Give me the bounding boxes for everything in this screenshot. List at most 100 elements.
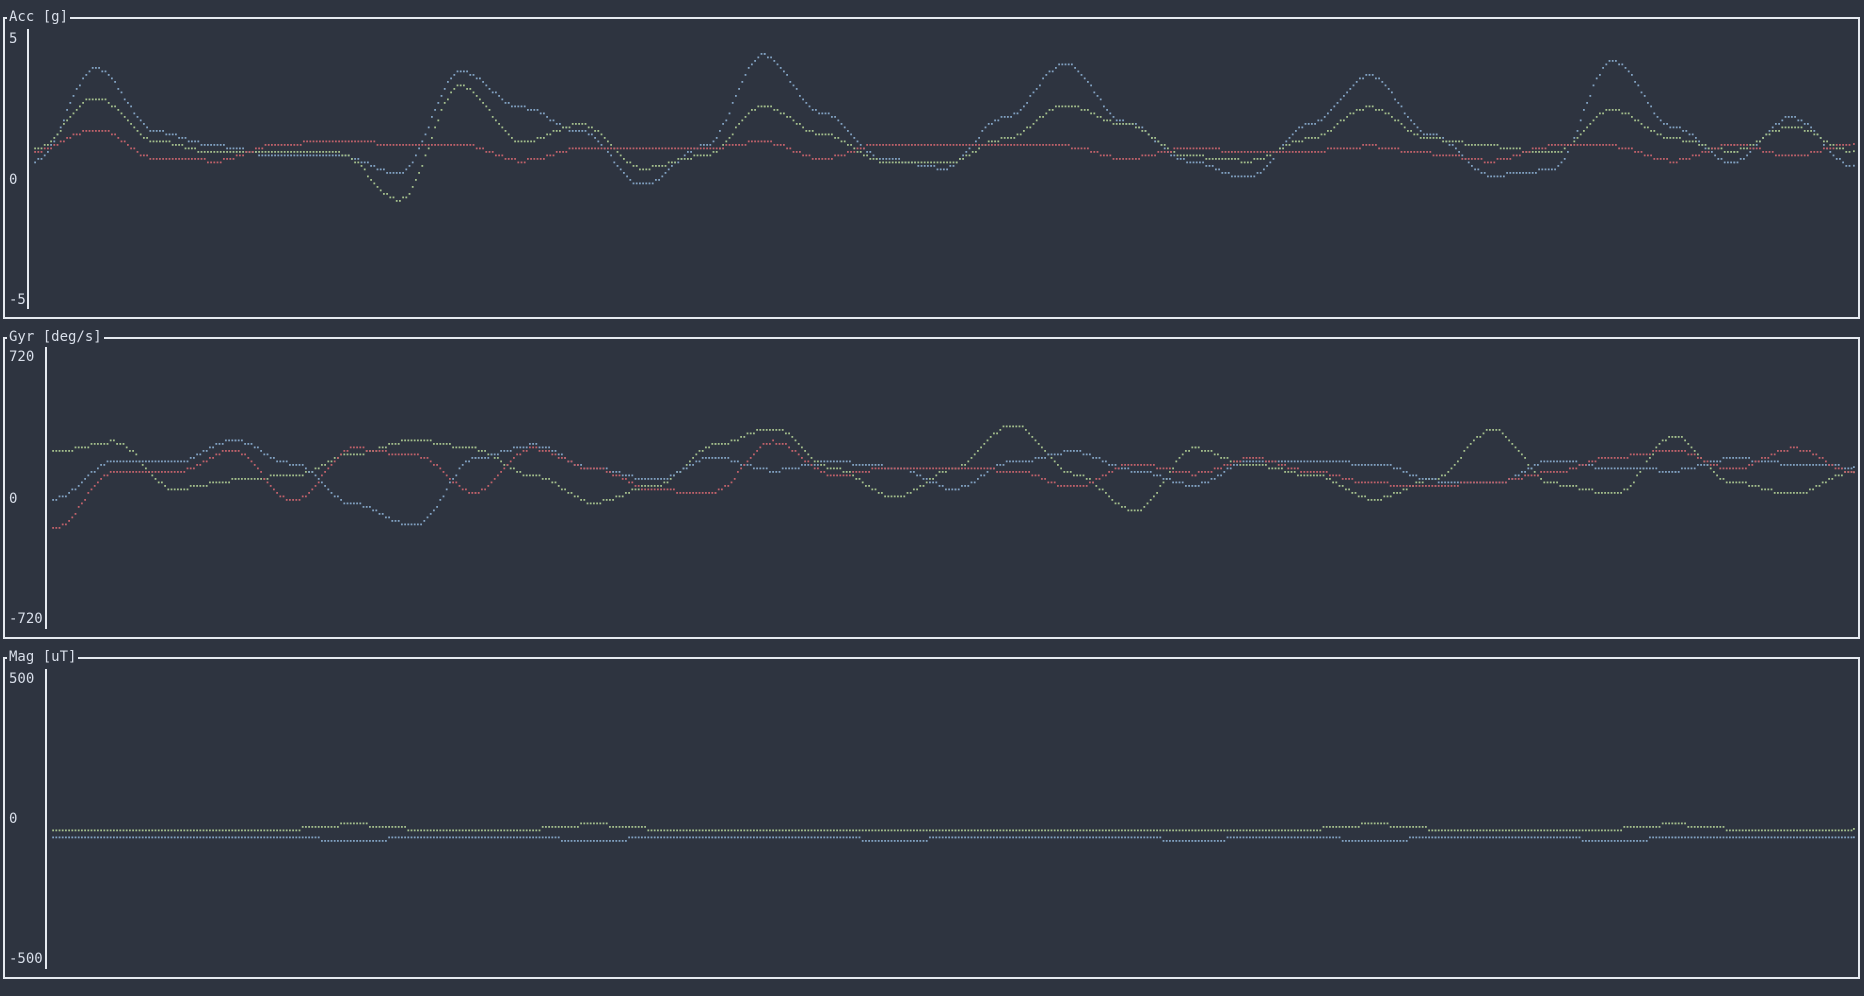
- acc-series-1-dot: [805, 130, 808, 132]
- gyr-series-2-dot: [1466, 481, 1469, 484]
- mag-series-0-dot: [145, 829, 147, 832]
- acc-series-0-dot: [1003, 116, 1006, 118]
- acc-series-1-dot: [267, 151, 270, 153]
- acc-series-1-dot: [1765, 133, 1768, 136]
- mag-series-0-dot: [1117, 829, 1120, 832]
- gyr-series-0-dot: [1226, 457, 1229, 459]
- mag-series-0-dot: [65, 829, 67, 832]
- mag-series-1-dot: [679, 836, 682, 839]
- gyr-series-1-dot: [980, 474, 982, 477]
- mag-series-1-dot: [1140, 836, 1142, 839]
- mag-series-1-dot: [458, 836, 461, 839]
- gyr-series-1-dot: [605, 467, 608, 470]
- acc-series-2-dot: [386, 144, 388, 146]
- gyr-series-0-dot: [103, 443, 106, 445]
- gyr-series-0-dot: [1082, 474, 1085, 477]
- gyr-series-1-dot: [1133, 471, 1136, 473]
- gyr-series-1-dot: [1437, 481, 1440, 484]
- gyr-series-1-dot: [1418, 478, 1421, 480]
- mag-series-0-dot: [1021, 829, 1024, 832]
- mag-series-1-dot: [356, 840, 358, 842]
- gyr-series-1-dot: [1837, 464, 1840, 466]
- mag-series-0-dot: [1748, 829, 1750, 832]
- gyr-series-0-dot: [708, 446, 710, 449]
- acc-series-1-dot: [1157, 140, 1160, 143]
- gyr-series-2-dot: [973, 467, 976, 470]
- gyr-series-2-dot: [1249, 457, 1251, 459]
- gyr-series-2-dot: [1332, 474, 1334, 477]
- mag-series-0-dot: [365, 822, 368, 825]
- gyr-series-2-dot: [842, 474, 845, 477]
- mag-series-1-dot: [618, 840, 621, 842]
- acc-series-0-dot: [1115, 119, 1118, 122]
- mag-series-1-dot: [1476, 836, 1478, 839]
- acc-series-2-dot: [1429, 151, 1432, 153]
- acc-series-2-dot: [1720, 144, 1723, 146]
- gyr-series-2-dot: [1597, 457, 1600, 459]
- mag-series-1-dot: [1805, 836, 1808, 839]
- mag-series-1-dot: [1114, 836, 1117, 839]
- mag-series-1-dot: [1501, 836, 1504, 839]
- mag-series-0-dot: [282, 829, 285, 832]
- mag-series-1-dot: [993, 836, 995, 839]
- acc-series-1-dot: [1195, 154, 1198, 157]
- acc-series-0-dot: [1666, 123, 1668, 125]
- acc-series-2-dot: [357, 140, 360, 143]
- gyr-series-2-dot: [1722, 467, 1725, 470]
- acc-series-2-dot: [1592, 144, 1595, 146]
- mag-series-0-dot: [1489, 829, 1491, 832]
- acc-series-0-dot: [1589, 95, 1592, 97]
- mag-series-0-dot: [109, 829, 112, 832]
- acc-series-1-dot: [98, 98, 100, 101]
- gyr-series-1-dot: [1677, 471, 1680, 473]
- gyr-series-1-dot: [1137, 471, 1139, 473]
- acc-series-1-dot: [1269, 154, 1272, 157]
- acc-series-0-dot: [1685, 130, 1688, 132]
- gyr-series-1-dot: [1047, 453, 1050, 456]
- mag-series-0-dot: [1799, 829, 1802, 832]
- gyr-series-0-dot: [1037, 443, 1040, 445]
- acc-series-0-dot: [1419, 130, 1422, 132]
- gyr-series-0-dot: [503, 464, 506, 466]
- acc-series-2-dot: [1218, 147, 1220, 150]
- gyr-series-2-dot: [1668, 450, 1670, 452]
- gyr-series-1-dot: [1012, 460, 1014, 463]
- gyr-series-0-dot: [1626, 488, 1629, 491]
- gyr-series-2-dot: [349, 446, 352, 449]
- gyr-series-2-dot: [849, 474, 851, 477]
- acc-series-2-dot: [1019, 144, 1022, 146]
- acc-series-2-dot: [1557, 144, 1560, 146]
- gyr-series-2-dot: [938, 467, 941, 470]
- gyr-series-2-dot: [170, 471, 173, 473]
- gyr-series-0-dot: [362, 453, 365, 456]
- gyr-series-2-dot: [109, 471, 112, 473]
- acc-series-2-dot: [837, 154, 840, 157]
- acc-series-1-dot: [1621, 112, 1624, 115]
- mag-series-1-dot: [775, 836, 778, 839]
- mag-series-0-dot: [1505, 829, 1507, 832]
- gyr-series-0-dot: [1133, 509, 1136, 512]
- mag-series-0-dot: [1754, 829, 1757, 832]
- gyr-series-2-dot: [359, 446, 362, 449]
- gyr-series-0-dot: [1111, 499, 1114, 501]
- mag-series-0-dot: [1418, 826, 1421, 828]
- gyr-series-2-dot: [884, 467, 886, 470]
- mag-series-1-dot: [913, 840, 915, 842]
- mag-series-0-dot: [129, 829, 131, 832]
- mag-series-1-dot: [394, 836, 397, 839]
- gyr-series-1-dot: [161, 460, 163, 463]
- gyr-series-1-dot: [321, 481, 323, 484]
- acc-series-0-dot: [1416, 126, 1419, 129]
- mag-series-0-dot: [1281, 829, 1283, 832]
- mag-series-1-dot: [1709, 836, 1712, 839]
- acc-series-0-dot: [181, 137, 184, 139]
- acc-series-2-dot: [338, 140, 340, 143]
- gyr-series-2-dot: [922, 467, 925, 470]
- gyr-series-2-dot: [61, 523, 64, 526]
- mag-series-1-dot: [1633, 840, 1635, 842]
- acc-series-2-dot: [1378, 147, 1380, 150]
- acc-series-1-dot: [1656, 133, 1659, 136]
- gyr-series-0-dot: [756, 429, 758, 431]
- gyr-series-1-dot: [388, 516, 390, 519]
- gyr-series-2-dot: [116, 471, 118, 473]
